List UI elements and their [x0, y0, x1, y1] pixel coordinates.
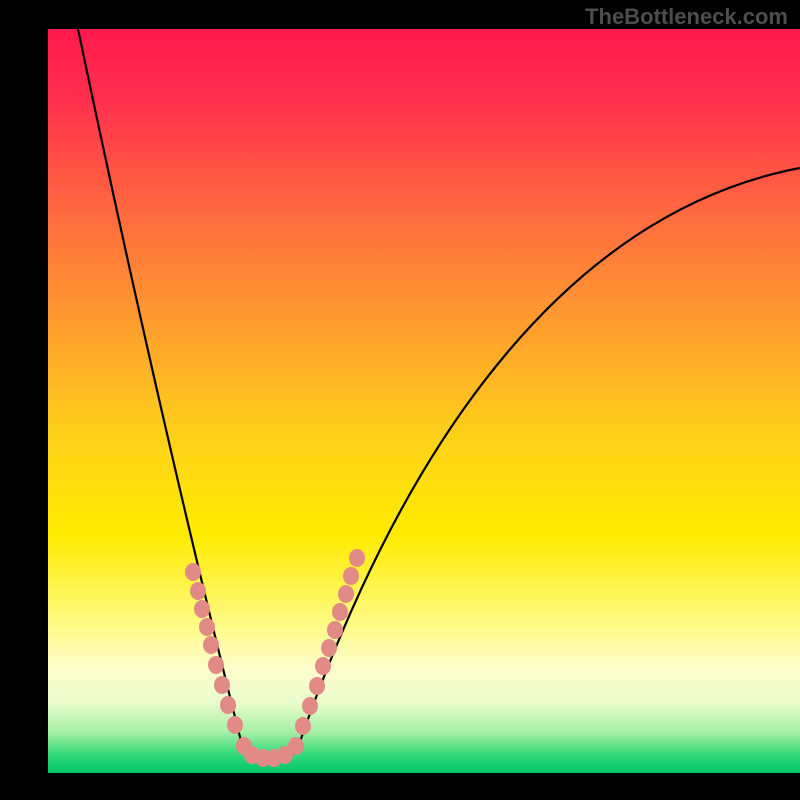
plot-background — [48, 29, 800, 773]
data-dot — [199, 618, 215, 636]
data-dot — [214, 676, 230, 694]
data-dot — [302, 697, 318, 715]
data-dot — [288, 737, 304, 755]
frame-bottom — [0, 773, 800, 800]
data-dot — [338, 585, 354, 603]
frame-left — [0, 0, 48, 800]
watermark-text: TheBottleneck.com — [585, 4, 788, 30]
data-dot — [185, 563, 201, 581]
data-dot — [309, 677, 325, 695]
data-dot — [315, 657, 331, 675]
data-dot — [220, 696, 236, 714]
data-dot — [194, 600, 210, 618]
data-dot — [203, 636, 219, 654]
chart-canvas — [0, 0, 800, 800]
data-dot — [208, 656, 224, 674]
data-dot — [327, 621, 343, 639]
data-dot — [343, 567, 359, 585]
data-dot — [332, 603, 348, 621]
data-dot — [349, 549, 365, 567]
data-dot — [321, 639, 337, 657]
data-dot — [295, 717, 311, 735]
data-dot — [227, 716, 243, 734]
data-dot — [190, 582, 206, 600]
